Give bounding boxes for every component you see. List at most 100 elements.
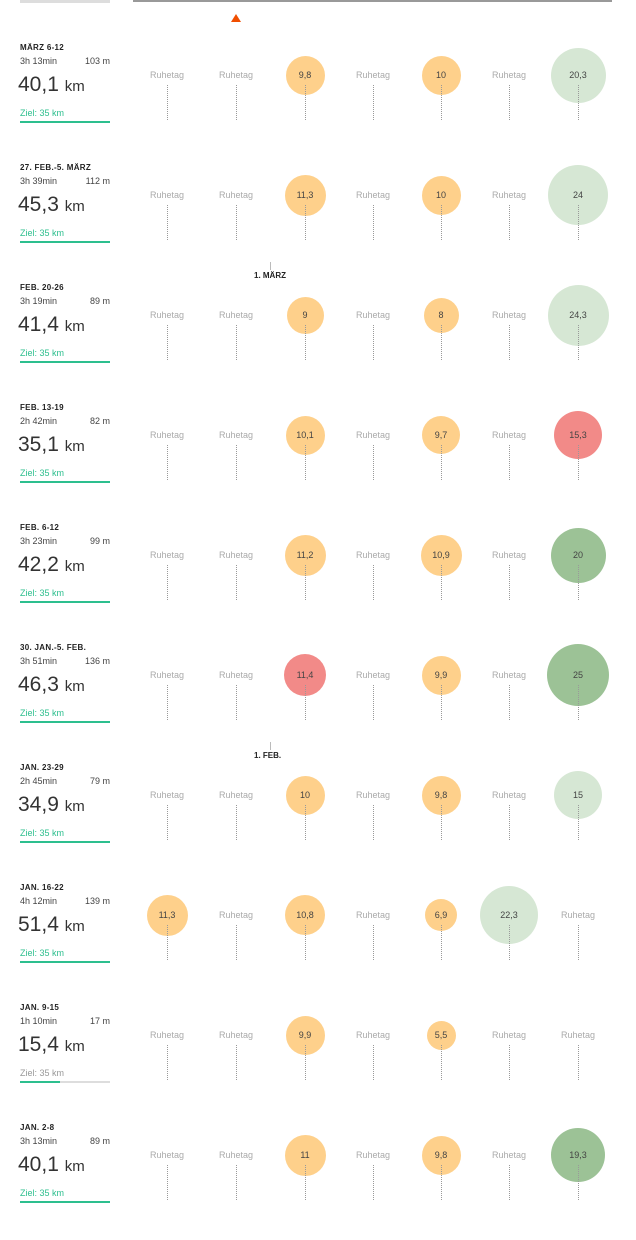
week-row[interactable]: 30. JAN.-5. FEB. 3h 51min 136 m 46,3 km Ziel… — [0, 640, 636, 760]
day-dotted-line — [441, 205, 442, 240]
rest-label: Ruhetag — [355, 430, 391, 440]
day-dotted-line — [441, 805, 442, 840]
day-dotted-line — [441, 85, 442, 120]
day-dotted-line — [373, 325, 374, 360]
day-dotted-line — [305, 1165, 306, 1200]
run-bubble[interactable]: 9,9 — [285, 1015, 325, 1055]
week-elevation: 89 m — [89, 1136, 110, 1146]
week-distance: 42,2 km — [18, 553, 85, 577]
rest-label: Ruhetag — [218, 910, 254, 920]
goal-progress-bar — [20, 961, 110, 963]
week-row[interactable]: FEB. 20-26 3h 19min 89 m 41,4 km Ziel: 35 km… — [0, 280, 636, 400]
day-dotted-line — [236, 205, 237, 240]
rest-label: Ruhetag — [218, 70, 254, 80]
goal-progress-bar — [20, 1201, 110, 1203]
day-dotted-line — [305, 1045, 306, 1080]
rest-label: Ruhetag — [149, 430, 185, 440]
rest-label: Ruhetag — [218, 670, 254, 680]
week-row[interactable]: JAN. 2-8 3h 13min 89 m 40,1 km Ziel: 35 km Ru… — [0, 1120, 636, 1240]
day-dotted-line — [236, 565, 237, 600]
week-duration: 2h 42min — [20, 416, 58, 426]
week-row[interactable]: MÄRZ 6-12 3h 13min 103 m 40,1 km Ziel: 35 km… — [0, 40, 636, 160]
day-dotted-line — [441, 445, 442, 480]
rest-label: Ruhetag — [149, 70, 185, 80]
run-bubble[interactable]: 15 — [554, 771, 602, 819]
week-elevation: 112 m — [85, 176, 110, 186]
rest-label: Ruhetag — [149, 310, 185, 320]
rest-label: Ruhetag — [218, 430, 254, 440]
week-title: JAN. 16-22 — [20, 883, 64, 892]
week-row[interactable]: JAN. 23-29 2h 45min 79 m 34,9 km Ziel: 35 km… — [0, 760, 636, 880]
day-dotted-line — [373, 1165, 374, 1200]
week-title: JAN. 23-29 — [20, 763, 64, 772]
day-dotted-line — [509, 1045, 510, 1080]
week-elevation: 79 m — [89, 776, 110, 786]
day-dotted-line — [578, 205, 579, 240]
run-bubble[interactable]: 9,9 — [421, 655, 461, 695]
week-distance: 34,9 km — [18, 793, 85, 817]
day-dotted-line — [441, 925, 442, 960]
week-duration: 3h 51min — [20, 656, 58, 666]
day-dotted-line — [236, 1165, 237, 1200]
day-dotted-line — [578, 325, 579, 360]
day-dotted-line — [578, 805, 579, 840]
day-dotted-line — [167, 445, 168, 480]
rest-label: Ruhetag — [491, 430, 527, 440]
week-elevation: 99 m — [89, 536, 110, 546]
rest-label: Ruhetag — [149, 790, 185, 800]
week-title: 30. JAN.-5. FEB. — [20, 643, 87, 652]
rest-label: Ruhetag — [355, 790, 391, 800]
run-bubble[interactable]: 5,5 — [426, 1020, 456, 1050]
day-dotted-line — [578, 565, 579, 600]
rest-label: Ruhetag — [218, 310, 254, 320]
week-row[interactable]: FEB. 13-19 2h 42min 82 m 35,1 km Ziel: 35 km… — [0, 400, 636, 520]
run-bubble[interactable]: 24,3 — [547, 284, 609, 346]
rest-label: Ruhetag — [355, 190, 391, 200]
day-dotted-line — [236, 685, 237, 720]
week-duration: 4h 12min — [20, 896, 58, 906]
rest-label: Ruhetag — [491, 550, 527, 560]
week-elevation: 103 m — [84, 56, 110, 66]
week-title: 27. FEB.-5. MÄRZ — [20, 163, 92, 172]
week-row[interactable]: FEB. 6-12 3h 23min 99 m 42,2 km Ziel: 35 km R… — [0, 520, 636, 640]
goal-progress-fill — [20, 841, 110, 843]
week-duration: 3h 39min — [20, 176, 58, 186]
day-dotted-line — [236, 325, 237, 360]
rest-label: Ruhetag — [355, 1030, 391, 1040]
week-row[interactable]: 27. FEB.-5. MÄRZ 3h 39min 112 m 45,3 km Ziel… — [0, 160, 636, 280]
week-duration: 3h 13min — [20, 56, 58, 66]
day-dotted-line — [373, 685, 374, 720]
distance-unit: km — [64, 1158, 85, 1175]
week-title: FEB. 13-19 — [20, 403, 64, 412]
rest-label: Ruhetag — [149, 670, 185, 680]
week-elevation: 136 m — [84, 656, 110, 666]
distance-value: 46,3 — [18, 673, 59, 696]
distance-unit: km — [64, 438, 85, 455]
week-title: FEB. 6-12 — [20, 523, 60, 532]
day-dotted-line — [441, 325, 442, 360]
run-bubble[interactable]: 10 — [421, 175, 461, 215]
week-row[interactable]: JAN. 16-22 4h 12min 139 m 51,4 km Ziel: 35 k… — [0, 880, 636, 1000]
rest-label: Ruhetag — [355, 1150, 391, 1160]
day-dotted-line — [305, 85, 306, 120]
distance-unit: km — [64, 78, 85, 95]
rest-label: Ruhetag — [491, 670, 527, 680]
rest-label: Ruhetag — [491, 190, 527, 200]
distance-value: 41,4 — [18, 313, 59, 336]
week-goal: Ziel: 35 km — [20, 588, 65, 598]
goal-progress-bar — [20, 121, 110, 123]
day-dotted-line — [509, 685, 510, 720]
rest-label: Ruhetag — [491, 310, 527, 320]
goal-progress-bar — [20, 241, 110, 243]
goal-progress-fill — [20, 361, 110, 363]
week-row[interactable]: JAN. 9-15 1h 10min 17 m 15,4 km Ziel: 35 km R… — [0, 1000, 636, 1120]
timeline-top-line — [133, 0, 612, 2]
distance-unit: km — [64, 1038, 85, 1055]
day-dotted-line — [441, 1045, 442, 1080]
week-distance: 46,3 km — [18, 673, 85, 697]
week-elevation: 89 m — [89, 296, 110, 306]
day-dotted-line — [509, 85, 510, 120]
week-distance: 35,1 km — [18, 433, 85, 457]
week-elevation: 17 m — [89, 1016, 110, 1026]
run-bubble[interactable]: 15,3 — [554, 411, 602, 459]
